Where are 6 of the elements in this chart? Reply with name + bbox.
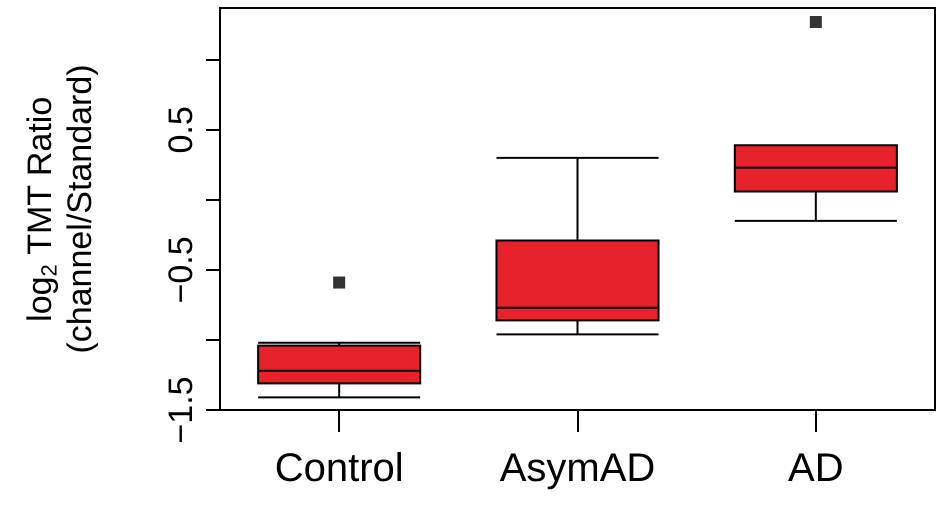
y-tick-label: −1.5 (162, 376, 200, 444)
x-tick-label: AsymAD (500, 446, 656, 490)
x-tick-label: Control (274, 446, 404, 490)
y-tick-label: 0.5 (162, 106, 200, 154)
y-tick-label: −0.5 (162, 236, 200, 304)
x-tick-label: AD (788, 446, 844, 490)
